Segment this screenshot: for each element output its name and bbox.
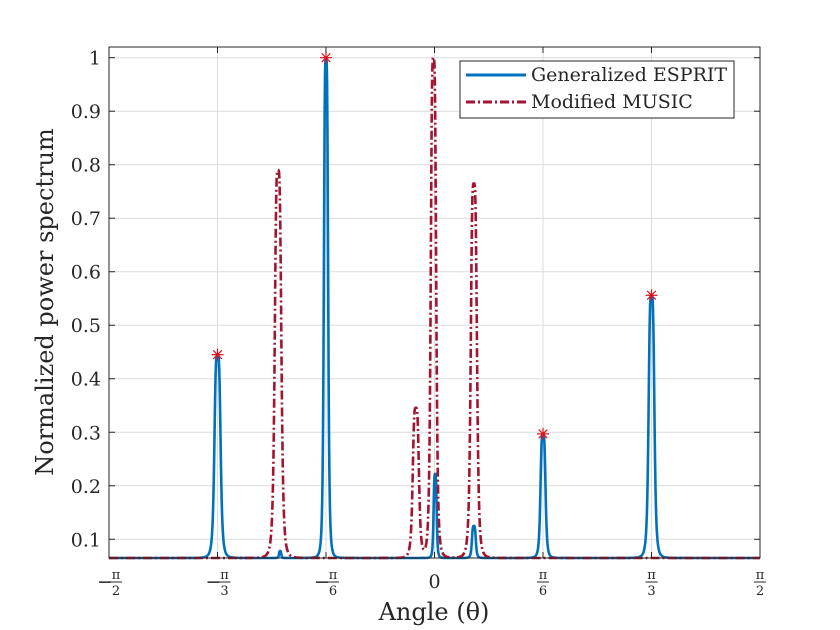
peak-marker bbox=[537, 427, 549, 440]
x-tick-numerator: π bbox=[220, 568, 229, 583]
y-tick-label: 0.4 bbox=[71, 369, 101, 391]
x-tick-label: π3 bbox=[645, 568, 658, 599]
x-axis-label: Angle (θ) bbox=[378, 598, 490, 626]
y-tick-label: 0.6 bbox=[71, 262, 101, 284]
y-tick-label: 0.2 bbox=[71, 476, 101, 498]
peak-marker bbox=[320, 51, 332, 64]
y-tick-label: 0.3 bbox=[71, 422, 101, 444]
y-tick-label: 0.5 bbox=[71, 315, 101, 337]
peak-marker bbox=[211, 348, 224, 361]
x-tick-numerator: π bbox=[112, 568, 121, 583]
y-axis-label: Normalized power spectrum bbox=[31, 128, 59, 476]
x-tick-sign: − bbox=[314, 571, 330, 593]
x-tick-numerator: π bbox=[329, 568, 338, 583]
x-tick-denominator: 6 bbox=[539, 584, 547, 599]
legend-label-modified-music: Modified MUSIC bbox=[531, 91, 693, 113]
x-tick-label: π2 bbox=[754, 568, 766, 599]
peak-marker bbox=[645, 289, 658, 302]
legend: Generalized ESPRIT Modified MUSIC bbox=[459, 60, 735, 119]
peak-markers bbox=[211, 51, 658, 440]
x-tick-label: −π6 bbox=[314, 568, 339, 599]
x-tick-label: 0 bbox=[428, 571, 440, 593]
peak-marker-stroke bbox=[646, 290, 657, 301]
y-tick-label: 0.8 bbox=[71, 155, 101, 177]
x-tick-label: π6 bbox=[537, 568, 549, 599]
x-tick-numerator: π bbox=[539, 568, 548, 583]
y-tick-label: 1 bbox=[89, 48, 101, 70]
x-tick-denominator: 3 bbox=[220, 584, 228, 599]
x-tick-denominator: 2 bbox=[112, 584, 120, 599]
y-tick-label: 0.1 bbox=[71, 529, 101, 551]
x-tick-numerator: π bbox=[647, 568, 656, 583]
y-tick-label: 0.9 bbox=[71, 101, 101, 123]
x-tick-numerator: π bbox=[756, 568, 765, 583]
peak-marker-stroke bbox=[538, 429, 548, 439]
peak-marker-stroke bbox=[321, 52, 331, 63]
x-tick-denominator: 3 bbox=[647, 584, 655, 599]
x-tick-sign: − bbox=[97, 571, 113, 593]
x-tick-label-text: 0 bbox=[428, 571, 440, 593]
peak-marker-stroke bbox=[212, 349, 223, 360]
x-tick-label: −π3 bbox=[206, 568, 231, 599]
x-tick-sign: − bbox=[206, 571, 222, 593]
x-tick-denominator: 2 bbox=[756, 584, 764, 599]
x-tick-label: −π2 bbox=[97, 568, 122, 599]
legend-label-generalized-esprit: Generalized ESPRIT bbox=[531, 64, 727, 86]
y-tick-label: 0.7 bbox=[71, 208, 101, 230]
x-tick-denominator: 6 bbox=[329, 584, 337, 599]
y-axis-ticks: 0.1 0.2 0.3 0.4 0.5 0.6 0.7 0.8 0.9 1 bbox=[71, 48, 760, 551]
legend-box bbox=[459, 60, 735, 119]
